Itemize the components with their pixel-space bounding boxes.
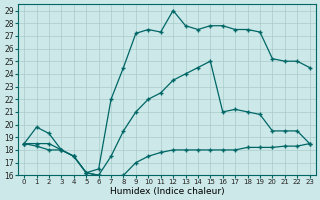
X-axis label: Humidex (Indice chaleur): Humidex (Indice chaleur) [109, 187, 224, 196]
